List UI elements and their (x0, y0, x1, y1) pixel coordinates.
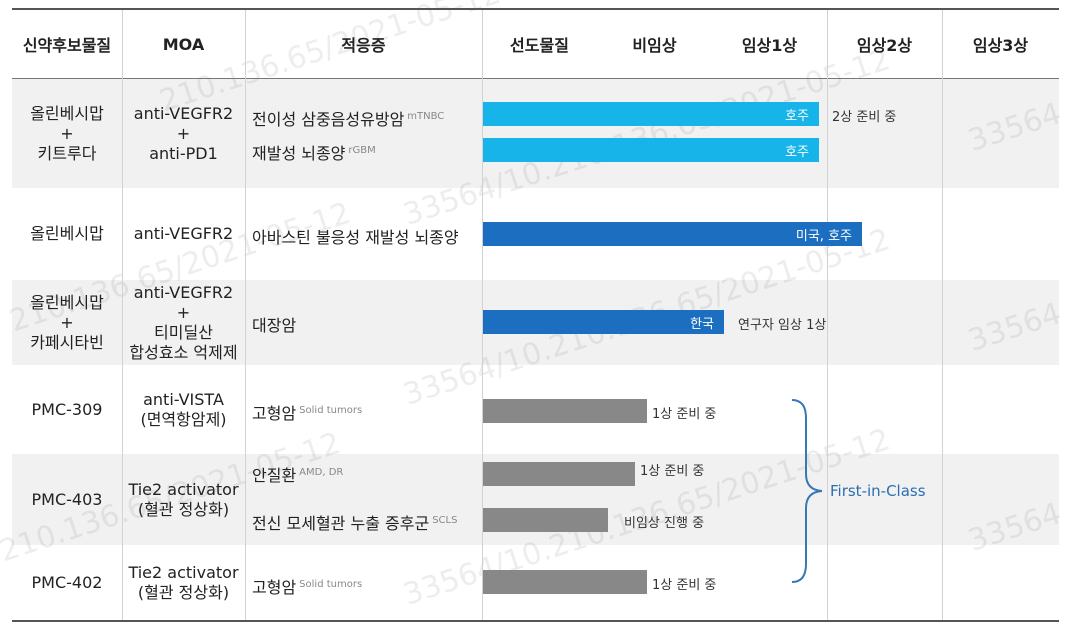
moa-cell: Tie2 activator (혈관 정상화) (122, 545, 245, 620)
first-in-class-label: First-in-Class (830, 482, 926, 500)
progress-bar: 호주 (483, 138, 819, 162)
moa-line: anti-VISTA (143, 389, 224, 409)
status-note: 1상 준비 중 (640, 464, 705, 479)
indication: 아바스틴 불응성 재발성 뇌종양 (252, 224, 459, 248)
moa-line: 티미딜산 (154, 322, 213, 342)
curly-brace-icon (791, 399, 823, 583)
header-lead: 선도물질 (510, 36, 569, 55)
indication-name: 전이성 삼중음성유방암 (252, 110, 405, 129)
table-top-border (12, 8, 1059, 10)
moa-line: (면역항암제) (140, 409, 227, 429)
header-preclinical: 비임상 (632, 36, 677, 55)
indication-name: 고형암 (252, 404, 297, 423)
moa-line: anti-VEGFR2 (133, 282, 234, 302)
indication: 전이성 삼중음성유방암 mTNBC (252, 106, 444, 130)
moa-line: (혈관 정상화) (137, 499, 230, 519)
moa-cell: Tie2 activator (혈관 정상화) (122, 454, 245, 545)
candidate-cell: PMC-402 (12, 545, 122, 620)
candidate-line: 키트루다 (37, 143, 97, 163)
header-divider (12, 78, 1059, 79)
moa-cell: anti-VEGFR2 (122, 188, 245, 280)
indication-abbrev: SCLS (432, 515, 458, 526)
bar-region-label: 미국, 호주 (795, 228, 852, 244)
candidate-cell: 올린베시맙 + 키트루다 (12, 79, 122, 188)
candidate-cell: PMC-309 (12, 365, 122, 454)
header-phase3: 임상3상 (972, 36, 1029, 55)
column-divider (245, 10, 246, 620)
candidate-cell: 올린베시맙 (12, 188, 122, 280)
indication-name: 아바스틴 불응성 재발성 뇌종양 (252, 228, 459, 247)
moa-line: anti-VEGFR2 (133, 224, 234, 243)
moa-line: anti-VEGFR2 (133, 103, 234, 123)
candidate-line: 올린베시맙 (30, 103, 104, 123)
header-phase1: 임상1상 (741, 36, 798, 55)
candidate-line: + (60, 312, 74, 332)
indication-abbrev: Solid tumors (299, 579, 363, 590)
column-divider (482, 10, 483, 620)
status-note: 비임상 진행 중 (624, 516, 705, 531)
indication-abbrev: Solid tumors (299, 405, 363, 416)
indication: 고형암 Solid tumors (252, 400, 362, 424)
column-divider (827, 10, 828, 620)
progress-bar: 미국, 호주 (483, 222, 862, 246)
moa-line: anti-PD1 (149, 143, 218, 163)
table-bottom-border (12, 620, 1059, 622)
moa-line: 합성효소 억제제 (129, 342, 238, 362)
progress-bar: 한국 (483, 310, 724, 334)
candidate-line: + (60, 123, 74, 143)
indication-name: 고형암 (252, 578, 297, 597)
header-phase2: 임상2상 (856, 36, 913, 55)
candidate-line: 올린베시맙 (30, 224, 104, 243)
candidate-line: PMC-403 (31, 489, 103, 509)
progress-bar (483, 399, 647, 423)
indication-name: 전신 모세혈관 누출 증후군 (252, 514, 430, 533)
bar-region-label: 호주 (785, 144, 809, 160)
column-divider (942, 10, 943, 620)
progress-bar (483, 570, 647, 594)
indication-abbrev: AMD, DR (299, 467, 344, 478)
indication: 안질환 AMD, DR (252, 462, 343, 486)
header-candidate: 신약후보물질 (22, 36, 112, 55)
indication-name: 안질환 (252, 466, 297, 485)
indication-abbrev: mTNBC (407, 111, 445, 122)
candidate-line: PMC-309 (31, 399, 103, 419)
indication-abbrev: rGBM (348, 145, 376, 156)
moa-line: + (176, 302, 191, 322)
moa-line: + (176, 123, 191, 143)
status-note: 연구자 임상 1상 (738, 318, 827, 333)
moa-cell: anti-VISTA (면역항암제) (122, 365, 245, 454)
moa-line: (혈관 정상화) (137, 582, 230, 602)
indication: 대장암 (252, 312, 296, 336)
indication: 재발성 뇌종양 rGBM (252, 140, 376, 164)
progress-bar (483, 462, 635, 486)
moa-line: Tie2 activator (128, 562, 239, 582)
indication: 전신 모세혈관 누출 증후군 SCLS (252, 510, 457, 534)
bar-region-label: 한국 (690, 316, 714, 332)
moa-cell: anti-VEGFR2 + anti-PD1 (122, 79, 245, 188)
status-note: 1상 준비 중 (652, 578, 717, 593)
indication-name: 재발성 뇌종양 (252, 144, 346, 163)
candidate-line: 카페시타빈 (30, 332, 104, 352)
header-indication: 적응증 (341, 36, 386, 55)
progress-bar: 호주 (483, 102, 819, 126)
indication: 고형암 Solid tumors (252, 574, 362, 598)
moa-cell: anti-VEGFR2 + 티미딜산 합성효소 억제제 (122, 280, 245, 365)
candidate-line: 올린베시맙 (30, 292, 104, 312)
indication-name: 대장암 (252, 316, 297, 335)
candidate-cell: 올린베시맙 + 카페시타빈 (12, 280, 122, 365)
candidate-line: PMC-402 (31, 572, 103, 592)
header-moa: MOA (162, 34, 205, 54)
moa-line: Tie2 activator (128, 479, 239, 499)
row-band-1 (12, 79, 1059, 188)
status-note: 2상 준비 중 (832, 110, 897, 125)
column-divider (122, 10, 123, 620)
bar-region-label: 호주 (785, 108, 809, 124)
status-note: 1상 준비 중 (652, 407, 717, 422)
candidate-cell: PMC-403 (12, 454, 122, 545)
progress-bar (483, 508, 608, 532)
